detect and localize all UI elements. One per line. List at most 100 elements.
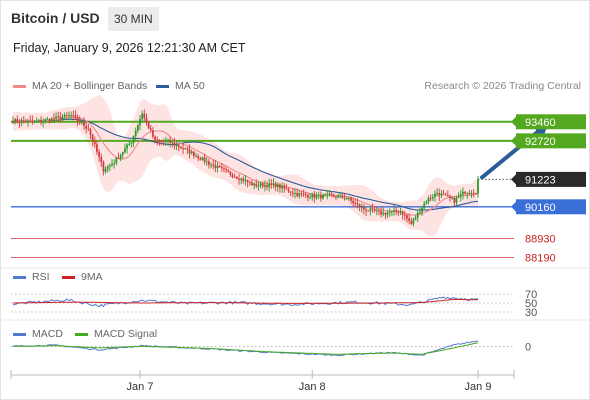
candle-body bbox=[188, 149, 191, 154]
candle-body bbox=[408, 218, 411, 221]
candle-body bbox=[192, 151, 195, 156]
candle-body bbox=[78, 120, 81, 123]
candle-body bbox=[423, 203, 426, 209]
candle-body bbox=[70, 115, 73, 117]
candle-body bbox=[326, 193, 329, 195]
candle-body bbox=[371, 208, 374, 210]
candle-body bbox=[14, 119, 17, 123]
candle-body bbox=[427, 198, 430, 202]
candle-body bbox=[74, 115, 77, 118]
candles-group bbox=[12, 109, 479, 227]
candle-body bbox=[300, 193, 303, 195]
candle-body bbox=[369, 208, 372, 211]
legend-rsi-ma-label: 9MA bbox=[81, 271, 103, 283]
candle-body bbox=[401, 211, 404, 215]
candle-body bbox=[328, 193, 331, 195]
candle-body bbox=[337, 195, 339, 198]
legend-macd: MACD bbox=[13, 328, 63, 340]
ma50-line bbox=[12, 118, 479, 211]
candle-body bbox=[414, 217, 417, 220]
candle-body bbox=[136, 124, 139, 131]
candle-body bbox=[453, 197, 456, 203]
x-tick-label-1: Jan 8 bbox=[299, 381, 326, 393]
candle-body bbox=[208, 161, 210, 165]
candle-body bbox=[378, 210, 380, 212]
candle-body bbox=[115, 157, 118, 164]
legend-ma50-swatch bbox=[156, 84, 169, 88]
legend-rsi-label: RSI bbox=[32, 271, 50, 283]
level-label-1: 92720 bbox=[525, 136, 556, 148]
legend-ma20-label: MA 20 + Bollinger Bands bbox=[32, 80, 148, 92]
candle-body bbox=[83, 122, 85, 126]
candle-body bbox=[117, 157, 120, 159]
level-tag-pointer-1 bbox=[511, 135, 516, 146]
candle-body bbox=[27, 120, 29, 123]
candle-body bbox=[399, 211, 402, 213]
candle-body bbox=[119, 154, 122, 159]
candle-body bbox=[268, 183, 271, 188]
candle-body bbox=[451, 197, 454, 199]
candle-body bbox=[242, 178, 245, 182]
candle-body bbox=[356, 203, 359, 205]
level-label-2: 91223 bbox=[525, 174, 556, 186]
legend-ma20: MA 20 + Bollinger Bands bbox=[13, 80, 147, 92]
candle-body bbox=[335, 196, 337, 198]
candle-body bbox=[46, 118, 49, 120]
candle-body bbox=[350, 197, 352, 201]
candle-body bbox=[218, 165, 221, 168]
candle-body bbox=[158, 140, 161, 142]
candle-body bbox=[322, 194, 324, 199]
candle-body bbox=[470, 193, 473, 195]
candle-body bbox=[309, 197, 311, 199]
candle-body bbox=[156, 139, 159, 141]
candle-body bbox=[395, 210, 398, 212]
level-label-0: 93460 bbox=[525, 117, 556, 129]
candle-body bbox=[332, 194, 335, 197]
candle-body bbox=[251, 182, 253, 186]
candle-body bbox=[341, 195, 344, 198]
candle-body bbox=[317, 195, 320, 197]
candle-body bbox=[313, 194, 316, 198]
candle-body bbox=[304, 194, 307, 196]
candle-body bbox=[210, 164, 212, 166]
candle-body bbox=[57, 116, 60, 118]
candle-body bbox=[438, 193, 441, 196]
candle-body bbox=[354, 203, 357, 204]
candle-body bbox=[474, 193, 477, 195]
candle-body bbox=[416, 212, 419, 218]
candle-body bbox=[253, 183, 256, 186]
candle-body bbox=[20, 120, 23, 123]
candle-body bbox=[102, 162, 105, 172]
candle-body bbox=[315, 195, 318, 198]
candle-body bbox=[152, 130, 154, 137]
candle-body bbox=[272, 183, 275, 185]
candle-body bbox=[143, 113, 146, 118]
candle-body bbox=[124, 148, 126, 153]
legend-rsi: RSI bbox=[13, 271, 50, 283]
candle-body bbox=[339, 195, 342, 197]
candle-body bbox=[466, 193, 469, 194]
candle-body bbox=[410, 220, 413, 224]
candle-body bbox=[154, 136, 156, 140]
candle-body bbox=[98, 151, 101, 157]
candle-body bbox=[468, 193, 471, 194]
candle-body bbox=[40, 119, 42, 122]
candle-body bbox=[227, 170, 230, 172]
level-tag-2 bbox=[516, 171, 586, 187]
candle-body bbox=[72, 115, 75, 117]
candle-body bbox=[412, 219, 415, 224]
candle-body bbox=[464, 191, 466, 194]
candle-body bbox=[126, 144, 128, 149]
candle-body bbox=[180, 147, 182, 149]
candle-body bbox=[440, 193, 443, 196]
candle-body bbox=[296, 192, 299, 197]
candle-body bbox=[167, 139, 169, 141]
timeframe-button[interactable]: 30 MIN bbox=[108, 7, 159, 31]
level-label-3: 90160 bbox=[525, 202, 556, 214]
candle-body bbox=[53, 118, 55, 120]
candle-body bbox=[216, 165, 219, 169]
candle-body bbox=[285, 188, 288, 190]
candle-body bbox=[352, 200, 355, 204]
legend-ma50: MA 50 bbox=[156, 80, 205, 92]
legend-macd-label: MACD bbox=[32, 328, 63, 340]
